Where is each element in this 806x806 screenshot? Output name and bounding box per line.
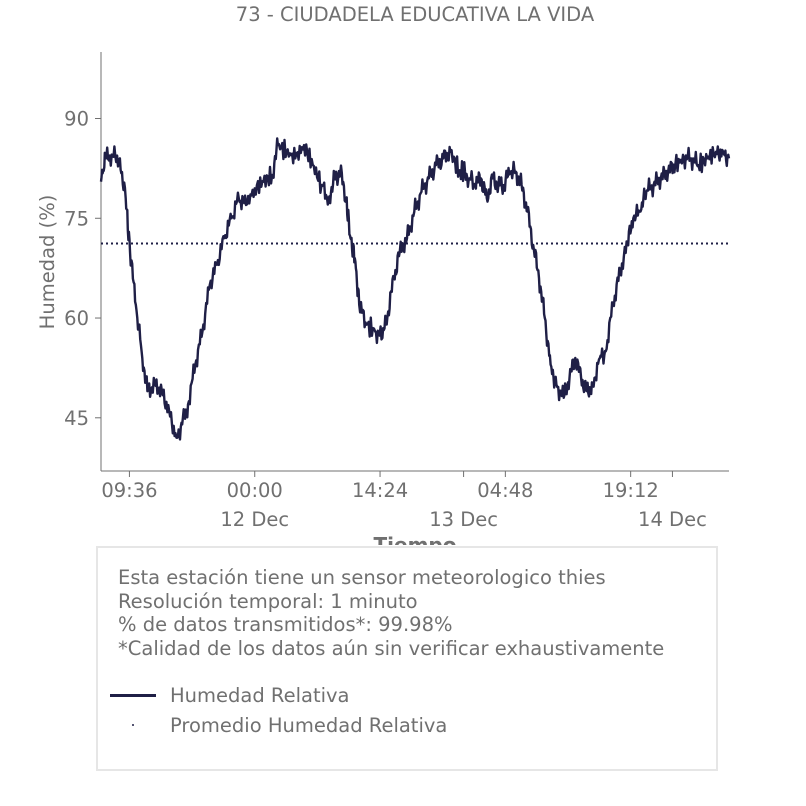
legend-label-humedad: Humedad Relativa bbox=[170, 683, 350, 707]
x-date-label: 13 Dec bbox=[429, 508, 498, 531]
x-date-label: 14 Dec bbox=[638, 508, 707, 531]
x-date-label: 12 Dec bbox=[220, 508, 289, 531]
sensor-info-line: Esta estación tiene un sensor meteorolog… bbox=[118, 566, 606, 589]
y-tick-label: 60 bbox=[64, 307, 89, 330]
x-tick-label: 09:36 bbox=[101, 479, 157, 502]
legend-item-humedad: Humedad Relativa bbox=[110, 680, 447, 710]
x-tick-label: 04:48 bbox=[477, 479, 533, 502]
dotted-line-swatch bbox=[110, 715, 156, 735]
legend: Humedad Relativa Promedio Humedad Relati… bbox=[110, 680, 447, 740]
chart-title: 73 - CIUDADELA EDUCATIVA LA VIDA bbox=[236, 3, 595, 26]
transmitted-info-line: % de datos transmitidos*: 99.98% bbox=[118, 613, 453, 636]
humidity-series-line bbox=[99, 137, 731, 441]
x-tick-label: 00:00 bbox=[227, 479, 283, 502]
x-axis-label: Tiempo bbox=[374, 533, 457, 545]
info-legend-box: Esta estación tiene un sensor meteorolog… bbox=[96, 546, 718, 771]
y-axis-label: Humedad (%) bbox=[36, 195, 59, 330]
humidity-chart: 73 - CIUDADELA EDUCATIVA LA VIDA Humedad… bbox=[36, 3, 731, 545]
y-tick-label: 45 bbox=[64, 407, 89, 430]
y-tick-label: 90 bbox=[64, 108, 89, 131]
y-tick-label: 75 bbox=[64, 207, 89, 230]
x-tick-label: 19:12 bbox=[603, 479, 659, 502]
legend-label-promedio: Promedio Humedad Relativa bbox=[170, 713, 448, 737]
info-text: Esta estación tiene un sensor meteorolog… bbox=[118, 566, 664, 660]
legend-item-promedio: Promedio Humedad Relativa bbox=[110, 710, 447, 740]
x-tick-label: 14:24 bbox=[352, 479, 408, 502]
solid-line-swatch bbox=[110, 685, 156, 705]
resolution-info-line: Resolución temporal: 1 minuto bbox=[118, 589, 418, 613]
quality-note-line: *Calidad de los datos aún sin verificar … bbox=[118, 636, 665, 660]
